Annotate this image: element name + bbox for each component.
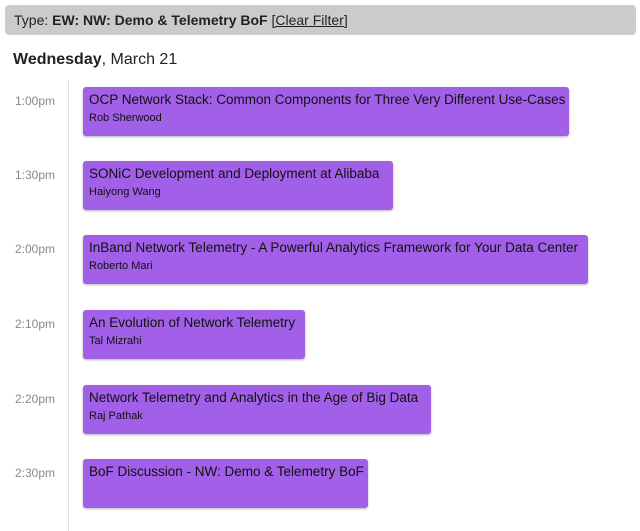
event-title: BoF Discussion - NW: Demo & Telemetry Bo… xyxy=(89,464,364,479)
filter-value: EW: NW: Demo & Telemetry BoF xyxy=(52,12,268,28)
event-title: SONiC Development and Deployment at Alib… xyxy=(89,166,380,181)
event-speaker: Haiyong Wang xyxy=(89,186,161,198)
event-speaker: Raj Pathak xyxy=(89,410,143,422)
event-title: InBand Network Telemetry - A Powerful An… xyxy=(89,240,578,255)
filter-bar: Type: EW: NW: Demo & Telemetry BoF [Clea… xyxy=(5,5,636,35)
event-time: 1:30pm xyxy=(15,168,56,182)
event-speaker: Rob Sherwood xyxy=(89,112,162,124)
event-card[interactable]: An Evolution of Network Telemetry Tal Mi… xyxy=(83,310,305,359)
event-speaker: Roberto Mari xyxy=(89,260,153,272)
clear-filter-link[interactable]: [Clear Filter] xyxy=(271,12,348,28)
event-card[interactable]: BoF Discussion - NW: Demo & Telemetry Bo… xyxy=(83,459,368,508)
event-time: 2:00pm xyxy=(15,242,56,256)
event-card[interactable]: Network Telemetry and Analytics in the A… xyxy=(83,385,431,434)
timeline-divider xyxy=(68,80,69,531)
filter-prefix: Type: xyxy=(14,12,53,28)
event-title: OCP Network Stack: Common Components for… xyxy=(89,92,566,107)
event-time: 1:00pm xyxy=(15,94,56,108)
event-card[interactable]: SONiC Development and Deployment at Alib… xyxy=(83,161,393,210)
event-time: 2:20pm xyxy=(15,392,56,406)
event-title: Network Telemetry and Analytics in the A… xyxy=(89,390,419,405)
event-time: 2:30pm xyxy=(15,466,56,480)
event-title: An Evolution of Network Telemetry xyxy=(89,315,296,330)
day-weekday: Wednesday xyxy=(13,51,102,68)
event-card[interactable]: OCP Network Stack: Common Components for… xyxy=(83,87,569,136)
event-card[interactable]: InBand Network Telemetry - A Powerful An… xyxy=(83,235,588,284)
day-date: , March 21 xyxy=(101,51,178,68)
event-speaker: Tal Mizrahi xyxy=(89,335,142,347)
day-heading: Wednesday, March 21 xyxy=(13,50,177,70)
event-time: 2:10pm xyxy=(15,317,56,331)
